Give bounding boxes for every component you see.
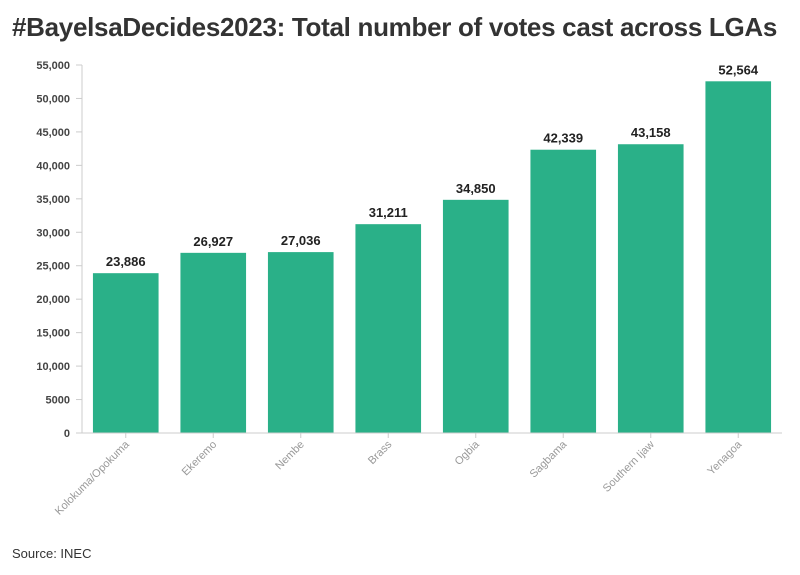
data-label: 23,886 xyxy=(106,254,146,269)
x-tick-label: Yenagoa xyxy=(705,438,745,478)
data-label: 43,158 xyxy=(631,125,671,140)
x-axis: Kolokuma/Opokuma Ekeremo Nembe Brass Ogbia Sa… xyxy=(53,432,782,518)
data-label: 26,927 xyxy=(193,234,233,249)
source-note: Source: INEC xyxy=(12,546,92,561)
y-tick-label: 15,000 xyxy=(36,328,70,340)
bar xyxy=(355,224,422,433)
y-tick-label: 50,000 xyxy=(36,93,70,105)
bar xyxy=(267,252,334,433)
y-tick-label: 5000 xyxy=(46,395,70,407)
y-tick-label: 25,000 xyxy=(36,261,70,273)
data-label: 42,339 xyxy=(543,131,583,146)
x-tick-label: Ekeremo xyxy=(180,439,220,479)
y-tick-label: 35,000 xyxy=(36,194,70,206)
y-tick-label: 0 xyxy=(64,428,70,440)
x-tick-label: Southern Ijaw xyxy=(601,439,657,495)
bar xyxy=(530,149,597,433)
x-tick-label: Kolokuma/Opokuma xyxy=(53,438,133,518)
data-label: 34,850 xyxy=(456,181,496,196)
bar xyxy=(92,273,159,433)
x-tick-label: Nembe xyxy=(273,439,307,473)
y-tick-label: 10,000 xyxy=(36,361,70,373)
bar xyxy=(442,199,509,433)
bar xyxy=(705,81,772,433)
data-label: 52,564 xyxy=(718,62,759,77)
data-label: 31,211 xyxy=(369,205,408,220)
x-tick-label: Brass xyxy=(366,438,395,467)
y-tick-label: 40,000 xyxy=(36,160,70,172)
y-tick-label: 55,000 xyxy=(36,60,70,72)
bars xyxy=(92,81,772,433)
bar xyxy=(617,144,684,433)
x-tick-label: Sagbama xyxy=(528,438,570,480)
data-label: 27,036 xyxy=(281,233,321,248)
bar xyxy=(180,252,247,433)
y-tick-label: 45,000 xyxy=(36,127,70,139)
y-tick-label: 20,000 xyxy=(36,294,70,306)
data-labels: 23,886 26,927 27,036 31,211 34,850 42,339 43,1… xyxy=(106,62,759,269)
y-tick-label: 30,000 xyxy=(36,227,70,239)
x-tick-label: Ogbia xyxy=(453,438,483,468)
chart-title: #BayelsaDecides2023: Total number of vot… xyxy=(12,12,778,42)
y-axis: 0 5000 10,000 15,000 20,000 25,000 30,000 35,00… xyxy=(36,60,83,440)
